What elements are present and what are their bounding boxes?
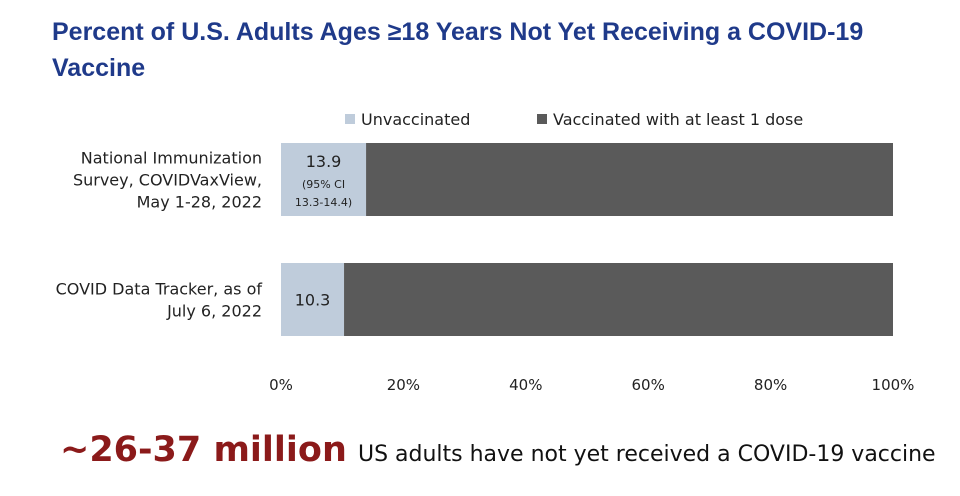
x-tick-label-1: 20% xyxy=(387,376,420,394)
data-label-note-0-0: (95% CI xyxy=(302,178,345,191)
legend-label-0: Unvaccinated xyxy=(361,110,470,129)
footer-highlight: ~26-37 million xyxy=(60,430,347,470)
bar-1-1 xyxy=(344,263,893,336)
category-label-0-0: National Immunization xyxy=(81,149,262,168)
bar-chart: Unvaccinated Vaccinated with at least 1 d… xyxy=(56,110,915,394)
bar-0-1 xyxy=(366,143,893,216)
x-tick-label-2: 40% xyxy=(509,376,542,394)
bar-1-0 xyxy=(281,263,345,336)
footer-text: US adults have not yet received a COVID-… xyxy=(357,442,936,467)
x-tick-label-5: 100% xyxy=(872,376,915,394)
legend-swatch-0 xyxy=(345,114,355,124)
data-label-0: 13.9 xyxy=(306,152,342,171)
legend-label-1: Vaccinated with at least 1 dose xyxy=(553,110,803,129)
bar-0-0 xyxy=(281,143,367,216)
data-label-1: 10.3 xyxy=(295,291,331,310)
category-label-1-1: July 6, 2022 xyxy=(166,302,262,321)
data-label-note-0-1: 13.3-14.4) xyxy=(295,196,352,209)
x-tick-label-3: 60% xyxy=(632,376,665,394)
footer-statement: ~26-37 million US adults have not yet re… xyxy=(60,430,940,470)
legend-swatch-1 xyxy=(537,114,547,124)
x-tick-label-0: 0% xyxy=(269,376,293,394)
category-label-1-0: COVID Data Tracker, as of xyxy=(56,280,263,299)
x-tick-label-4: 80% xyxy=(754,376,787,394)
category-label-0-1: Survey, COVIDVaxView, xyxy=(73,171,262,190)
category-label-0-2: May 1-28, 2022 xyxy=(137,193,262,212)
chart-title: Percent of U.S. Adults Ages ≥18 Years No… xyxy=(52,18,864,82)
